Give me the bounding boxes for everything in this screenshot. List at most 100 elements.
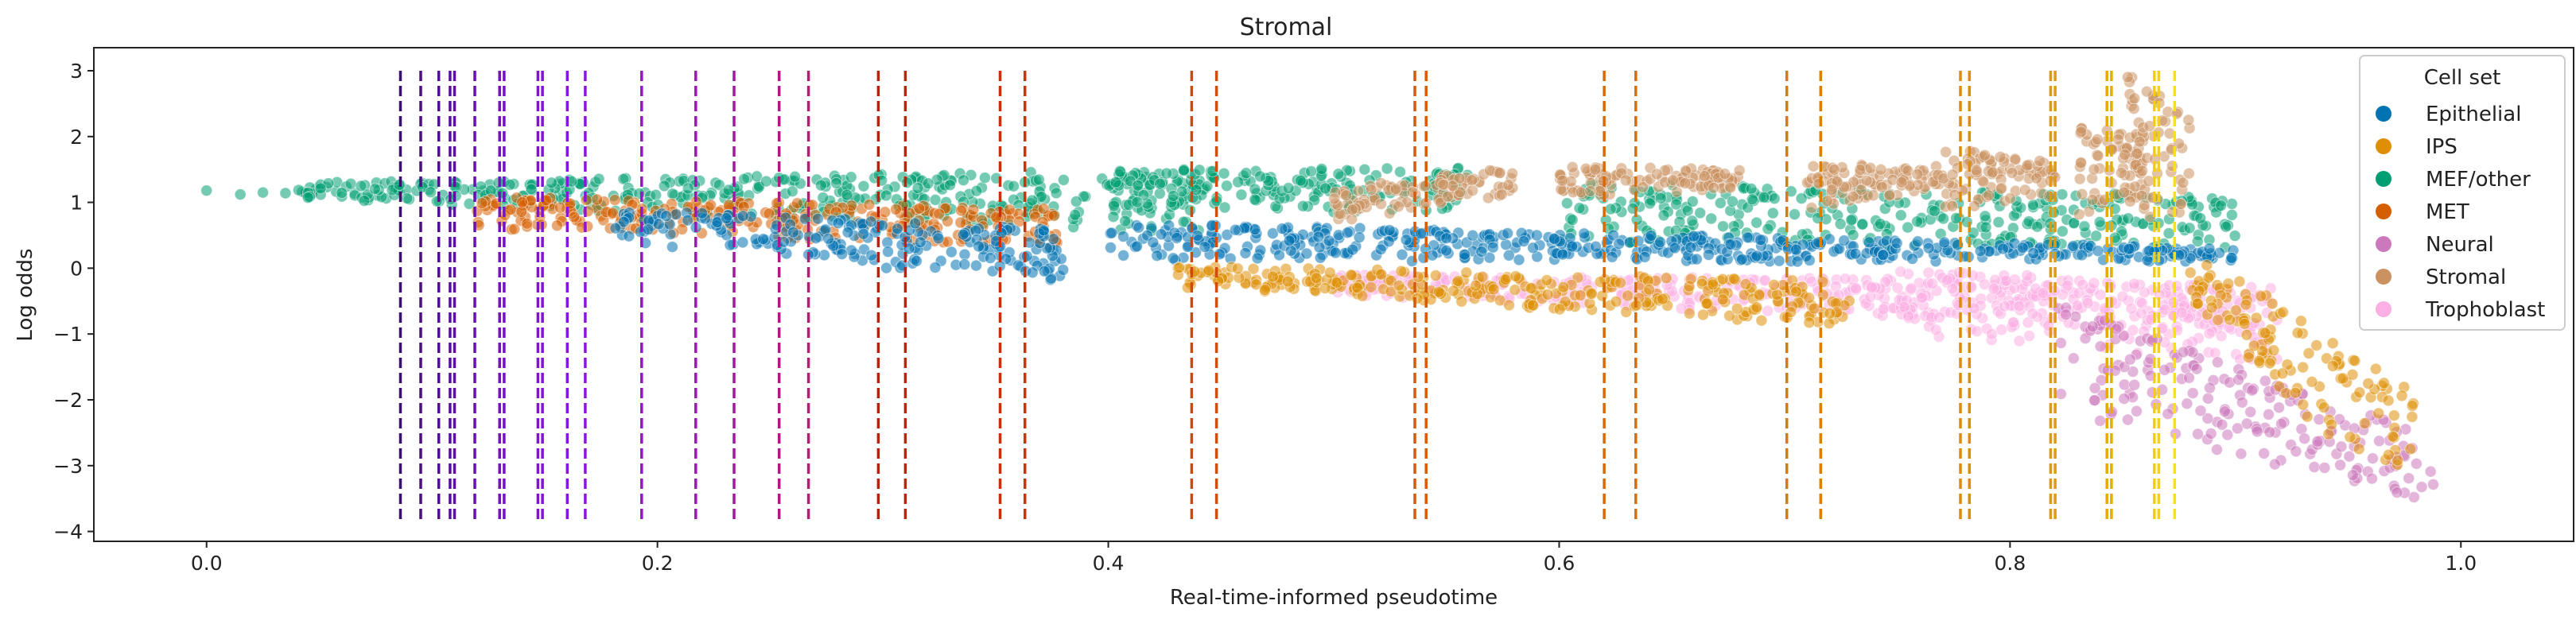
- data-point: [2231, 422, 2244, 435]
- data-point: [2391, 454, 2404, 467]
- data-point: [2016, 242, 2029, 254]
- data-point: [2143, 245, 2155, 257]
- data-point: [1714, 196, 1727, 209]
- data-point: [2166, 160, 2178, 172]
- data-point: [1660, 272, 1673, 285]
- data-point: [1938, 236, 1951, 249]
- x-tick-label: 0.4: [1093, 552, 1125, 575]
- data-point: [1855, 184, 1867, 196]
- data-point: [1151, 250, 1164, 262]
- data-point: [1003, 203, 1016, 216]
- data-point: [2183, 222, 2196, 234]
- data-point: [1541, 274, 1553, 286]
- data-point: [1922, 242, 1935, 254]
- data-point: [1314, 251, 1327, 264]
- axes-frame: [93, 47, 2574, 542]
- data-point: [1526, 299, 1539, 312]
- data-point: [1300, 247, 1313, 260]
- data-point: [2308, 461, 2321, 473]
- data-point: [1596, 289, 1608, 302]
- data-point: [2273, 401, 2285, 414]
- data-point: [1637, 181, 1649, 193]
- data-point: [1702, 249, 1715, 261]
- data-point: [344, 177, 357, 190]
- data-point: [670, 208, 682, 221]
- data-point: [1329, 246, 1342, 259]
- data-point: [1803, 316, 1816, 329]
- data-point: [1960, 215, 1973, 228]
- data-point: [608, 194, 621, 206]
- data-point: [1047, 233, 1060, 246]
- data-point: [2427, 479, 2439, 490]
- data-point: [2192, 428, 2205, 440]
- data-point: [1259, 284, 1271, 296]
- data-point: [1606, 250, 1618, 263]
- data-point: [1803, 292, 1816, 304]
- data-point: [1400, 234, 1412, 246]
- data-point: [1155, 228, 1168, 241]
- data-point: [2103, 164, 2116, 176]
- data-point: [2403, 472, 2415, 485]
- data-point: [1952, 299, 1965, 311]
- data-point: [1249, 183, 1261, 196]
- data-point: [1946, 169, 1959, 181]
- data-point: [909, 217, 922, 230]
- data-point: [516, 196, 529, 208]
- data-point: [660, 210, 673, 223]
- data-point: [1358, 163, 1371, 176]
- data-point: [1105, 227, 1118, 239]
- data-point: [1985, 328, 1998, 340]
- data-point: [1437, 178, 1450, 191]
- data-point: [336, 187, 348, 200]
- data-point: [2078, 220, 2091, 233]
- data-point: [696, 207, 709, 219]
- data-point: [2092, 245, 2104, 258]
- data-point: [2205, 301, 2218, 314]
- data-point: [738, 172, 751, 185]
- data-point: [1383, 224, 1396, 237]
- data-point: [822, 232, 835, 245]
- data-point: [1109, 176, 1122, 188]
- data-point: [1791, 255, 1804, 268]
- data-point: [2224, 313, 2236, 326]
- data-point: [1548, 233, 1560, 245]
- data-point: [789, 170, 801, 183]
- data-point: [2174, 198, 2187, 210]
- data-point: [1201, 180, 1214, 192]
- data-point: [1276, 223, 1288, 235]
- data-point: [2406, 410, 2419, 423]
- data-point: [1941, 273, 1953, 286]
- data-point: [1282, 182, 1295, 195]
- data-point: [2133, 135, 2146, 148]
- data-point: [2301, 410, 2314, 423]
- data-point: [617, 215, 630, 228]
- data-point: [1502, 179, 1515, 192]
- data-point: [973, 240, 985, 253]
- data-point: [857, 227, 870, 240]
- data-point: [2298, 432, 2311, 445]
- data-point: [1411, 293, 1424, 304]
- data-point: [1517, 235, 1530, 248]
- data-point: [2115, 167, 2127, 179]
- data-point: [787, 226, 799, 238]
- data-point: [1585, 288, 1598, 300]
- data-point: [1845, 214, 1858, 227]
- data-point: [1266, 227, 1279, 240]
- data-point: [1154, 177, 1166, 190]
- data-point: [623, 230, 635, 242]
- data-point: [1502, 249, 1515, 262]
- data-point: [1381, 162, 1393, 175]
- data-point: [2021, 159, 2034, 172]
- data-point: [1877, 249, 1890, 262]
- data-point: [591, 193, 604, 206]
- data-point: [2170, 107, 2183, 120]
- data-point: [2158, 363, 2171, 376]
- data-point: [1393, 279, 1405, 292]
- data-point: [2175, 306, 2188, 319]
- data-point: [1353, 231, 1366, 244]
- data-point: [1447, 285, 1460, 297]
- data-point: [1838, 234, 1851, 247]
- data-point: [1816, 276, 1829, 288]
- data-point: [2056, 225, 2069, 238]
- data-point: [2118, 378, 2131, 391]
